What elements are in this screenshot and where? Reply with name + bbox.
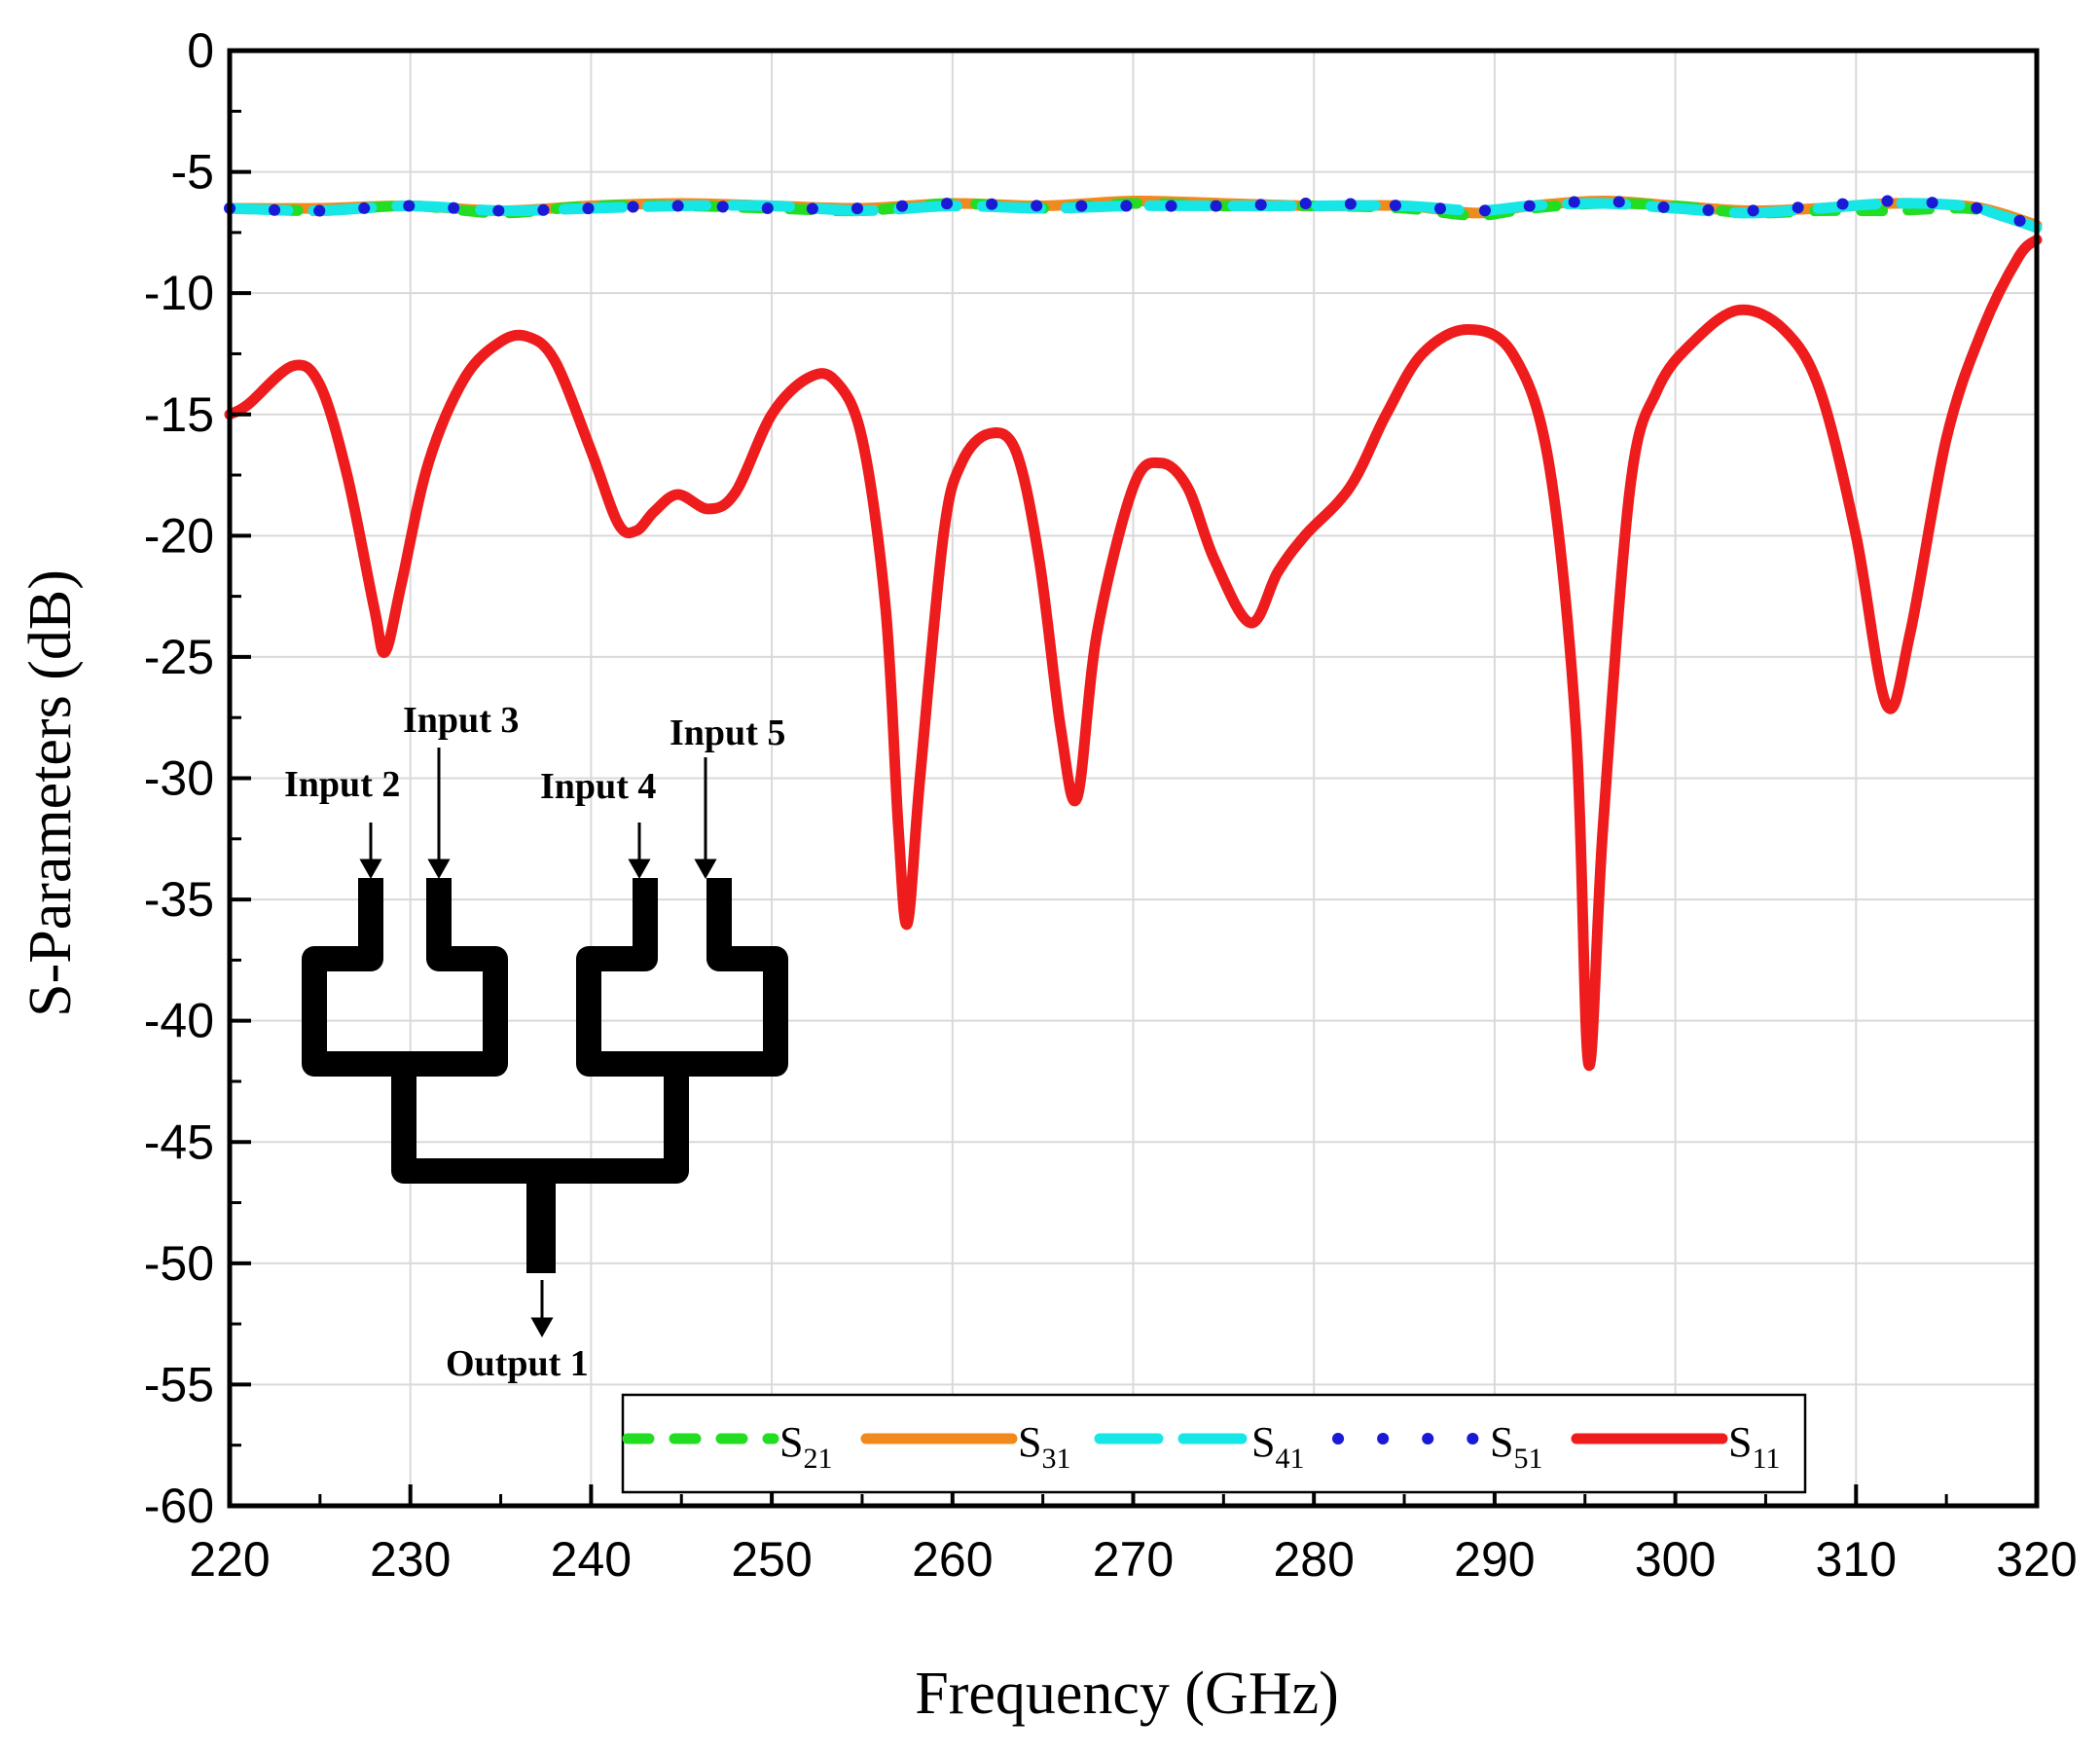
label-input-3: Input 3 <box>403 700 519 741</box>
y-tick-label: -25 <box>144 630 214 684</box>
branch-input-3 <box>404 878 508 1077</box>
x-tick-label: 270 <box>1093 1532 1174 1587</box>
legend-label-s31: S31 <box>1018 1418 1070 1475</box>
legend-label-s21: S21 <box>779 1418 832 1475</box>
x-tick-label: 260 <box>912 1532 993 1587</box>
output-stub <box>526 1171 556 1273</box>
port-arrows <box>359 748 717 1338</box>
x-tick-label: 250 <box>731 1532 812 1587</box>
y-tick-labels: 0 -5 -10 -15 -20 -25 -30 -35 -40 -45 -50 -55 -60 <box>144 23 214 1533</box>
x-tick-label: 290 <box>1454 1532 1535 1587</box>
y-tick-label: -35 <box>144 872 214 927</box>
y-tick-label: -20 <box>144 508 214 563</box>
x-tick-label: 280 <box>1273 1532 1354 1587</box>
legend-label-s11: S11 <box>1728 1418 1780 1475</box>
x-axis-title: Frequency (GHz) <box>915 1661 1339 1727</box>
y-tick-label: -10 <box>144 266 214 320</box>
combiner-diagram: Input 2 Input 3 Input 4 Input 5 Output 1 <box>284 700 788 1384</box>
y-tick-label: 0 <box>187 23 214 78</box>
y-tick-label: -15 <box>144 387 214 442</box>
x-tick-label: 300 <box>1635 1532 1716 1587</box>
y-tick-label: -50 <box>144 1236 214 1291</box>
x-tick-label: 230 <box>370 1532 451 1587</box>
y-tick-label: -55 <box>144 1357 214 1411</box>
label-input-5: Input 5 <box>670 713 785 753</box>
arrow-output-1 <box>530 1317 554 1338</box>
x-tick-label: 310 <box>1816 1532 1897 1587</box>
series-layer <box>224 195 2043 1072</box>
x-tick-label: 220 <box>189 1532 270 1587</box>
y-tick-label: -45 <box>144 1115 214 1169</box>
y-tick-label: -40 <box>144 994 214 1048</box>
y-tick-label: -60 <box>144 1479 214 1533</box>
legend-label-s41: S41 <box>1251 1418 1304 1475</box>
y-tick-label: -5 <box>171 145 214 200</box>
arrow-input-5 <box>694 859 717 880</box>
branch-input-5 <box>676 878 788 1077</box>
arrow-input-4 <box>628 859 651 880</box>
legend-label-s51: S51 <box>1490 1418 1542 1475</box>
legend: S21 S31 S41 S51 S11 <box>621 1393 1807 1494</box>
y-tick-label: -30 <box>144 751 214 806</box>
x-tick-label: 240 <box>551 1532 632 1587</box>
series-s41-line <box>224 198 2043 234</box>
arrow-input-3 <box>427 859 451 880</box>
x-tick-label: 320 <box>1996 1532 2077 1587</box>
series-s11-line <box>224 234 2043 1072</box>
arrow-input-2 <box>359 859 382 880</box>
y-axis-title: S-Parameters (dB) <box>18 569 84 1017</box>
x-tick-labels: 220 230 240 250 260 270 280 290 300 310 320 <box>189 1532 2077 1587</box>
label-input-2: Input 2 <box>284 764 400 805</box>
label-input-4: Input 4 <box>540 766 656 807</box>
label-output-1: Output 1 <box>446 1343 589 1384</box>
